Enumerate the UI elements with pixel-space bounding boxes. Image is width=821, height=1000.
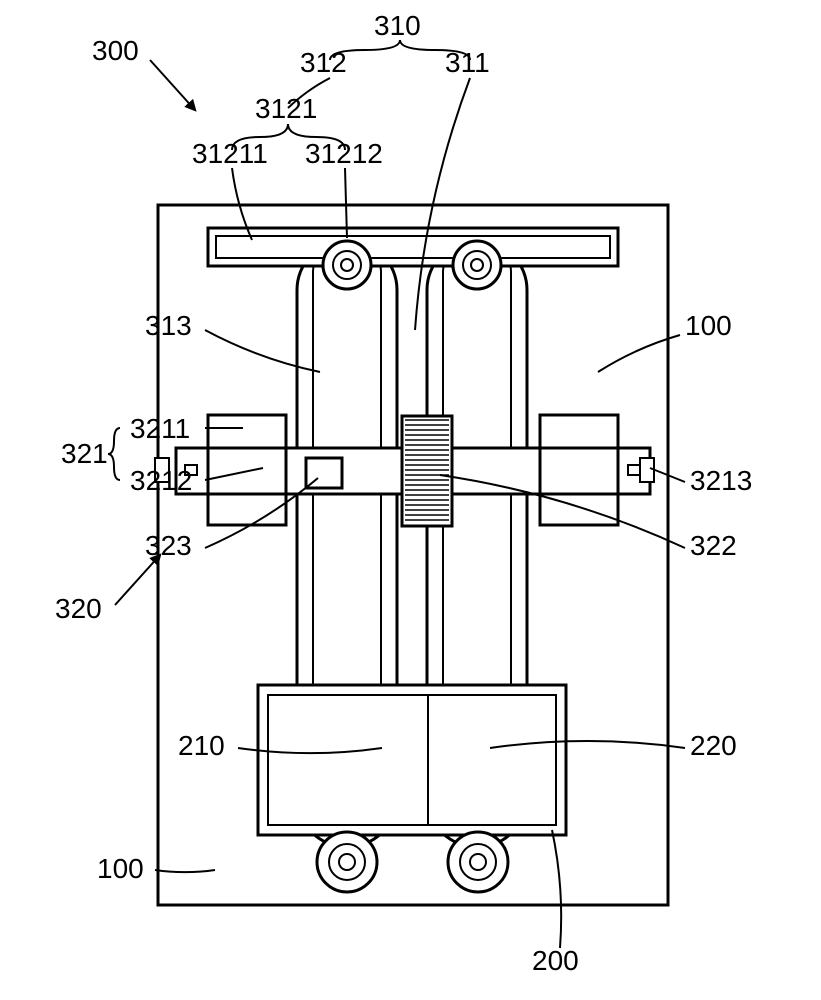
peg-stem-right xyxy=(628,465,640,475)
label-3212: 3212 xyxy=(130,465,192,496)
label-300: 300 xyxy=(92,35,139,66)
top-retainer-bar xyxy=(208,228,618,266)
label-311: 311 xyxy=(445,47,490,78)
label-3121: 3121 xyxy=(255,93,317,124)
label-3211: 3211 xyxy=(130,413,190,444)
label-310: 310 xyxy=(374,10,421,41)
label-322: 322 xyxy=(690,530,737,561)
label-100: 100 xyxy=(685,310,732,341)
label-210: 210 xyxy=(178,730,225,761)
label-321: 321 xyxy=(61,438,108,469)
leader-l320_arrow xyxy=(115,555,160,605)
leader-l300_arrow xyxy=(150,60,195,110)
label-312: 312 xyxy=(300,47,347,78)
leader-l100b_line xyxy=(155,870,215,872)
label-100: 100 xyxy=(97,853,144,884)
label-3213: 3213 xyxy=(690,465,752,496)
label-220: 220 xyxy=(690,730,737,761)
label-200: 200 xyxy=(532,945,579,976)
label-320: 320 xyxy=(55,593,102,624)
label-323: 323 xyxy=(145,530,192,561)
peg-head-right xyxy=(640,458,654,482)
motor-housing xyxy=(258,685,566,835)
label-31212: 31212 xyxy=(305,138,383,169)
label-313: 313 xyxy=(145,310,192,341)
label-31211: 31211 xyxy=(192,138,268,169)
leader-l200_line xyxy=(552,830,561,948)
brace-321 xyxy=(108,428,120,480)
